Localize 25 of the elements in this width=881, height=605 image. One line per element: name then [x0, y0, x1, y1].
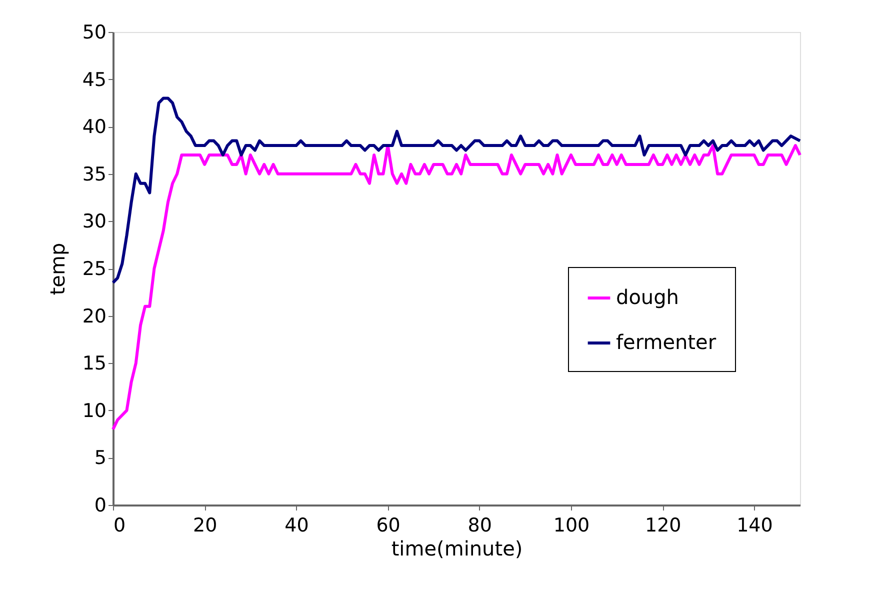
y-tick-label: 5: [94, 447, 106, 470]
x-tick-label: 140: [736, 514, 773, 536]
x-tick-label: 20: [193, 514, 218, 536]
y-tick-label: 20: [82, 305, 106, 328]
y-tick-label: 15: [82, 352, 106, 375]
legend-label: fermenter: [616, 330, 717, 354]
x-tick-label: 40: [284, 514, 309, 536]
x-axis-title: time(minute): [391, 536, 523, 560]
legend-label: dough: [616, 285, 679, 309]
y-tick-label: 25: [82, 258, 106, 280]
y-axis-title: temp: [45, 242, 70, 296]
y-tick-label: 50: [82, 22, 106, 44]
x-tick-label: 60: [376, 514, 400, 536]
y-tick-label: 45: [82, 68, 106, 91]
y-tick-label: 10: [82, 400, 106, 422]
line-series: [112, 144, 802, 431]
y-tick-label: 0: [94, 494, 106, 516]
y-tick-label: 35: [82, 163, 106, 186]
x-tick-label: 80: [468, 514, 492, 536]
x-tick-label: 0: [114, 514, 126, 536]
y-tick-label: 30: [82, 210, 106, 233]
y-tick-label: 40: [82, 116, 106, 138]
x-tick-label: 100: [553, 514, 590, 536]
line-series: [112, 96, 802, 284]
x-tick-label: 120: [644, 514, 682, 536]
